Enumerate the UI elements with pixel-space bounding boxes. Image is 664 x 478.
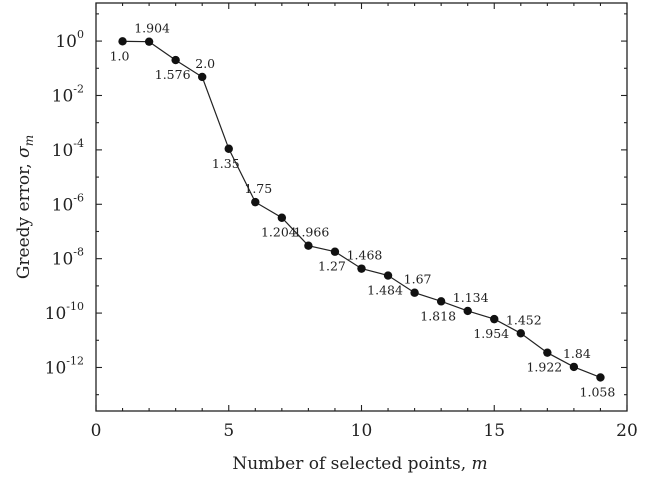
y-tick-exponent: -12	[66, 354, 84, 367]
y-tick-exponent: -10	[66, 300, 84, 313]
data-point	[118, 37, 127, 46]
data-point	[436, 297, 446, 306]
x-axis-title: Number of selected points, m	[232, 454, 487, 474]
data-label: 1.966	[294, 225, 330, 240]
y-tick-base: 10	[45, 358, 67, 378]
data-point	[330, 247, 340, 256]
x-tick-label: 20	[616, 421, 638, 441]
data-point	[516, 329, 525, 338]
y-tick-label: 10-4	[52, 137, 84, 161]
data-point	[383, 271, 393, 280]
data-point	[569, 362, 579, 372]
y-tick-label: 10-12	[45, 354, 84, 378]
data-point	[144, 37, 154, 46]
data-label: 1.468	[347, 248, 383, 263]
data-label: 1.484	[367, 283, 403, 298]
y-tick-base: 10	[45, 304, 67, 324]
y-tick-exponent: -2	[73, 82, 84, 95]
y-tick-base: 10	[52, 250, 74, 270]
y-tick-label: 10-2	[52, 82, 84, 106]
y-axis-title-var: σ	[14, 146, 34, 158]
data-labels: 1.01.9041.5762.01.351.751.2041.9661.271.…	[110, 21, 616, 400]
data-point	[357, 264, 366, 273]
x-tick-label: 5	[223, 421, 234, 441]
y-axis-title-sub: m	[22, 135, 36, 146]
y-tick-exponent: 0	[77, 28, 84, 41]
data-label: 1.576	[155, 67, 191, 82]
y-tick-exponent: -8	[73, 246, 84, 259]
data-point	[171, 55, 180, 65]
data-label: 1.204	[261, 225, 297, 240]
data-point	[543, 348, 552, 357]
data-points	[118, 37, 605, 382]
y-tick-base: 10	[52, 195, 74, 215]
x-tick-label: 0	[91, 421, 102, 441]
data-label: 1.058	[580, 384, 616, 399]
data-point	[277, 213, 287, 222]
y-tick-label: 10-6	[52, 191, 84, 215]
data-label: 1.84	[563, 346, 591, 361]
y-tick-label: 10-10	[45, 300, 84, 324]
data-label: 1.452	[506, 312, 542, 327]
data-label: 1.67	[404, 272, 432, 287]
data-point	[251, 197, 260, 207]
y-tick-label: 100	[55, 28, 84, 52]
data-label: 2.0	[195, 56, 215, 71]
data-label: 1.904	[134, 21, 170, 36]
y-tick-base: 10	[52, 141, 74, 161]
data-point	[224, 144, 233, 153]
data-label: 1.922	[526, 360, 562, 375]
data-label: 1.35	[212, 156, 240, 171]
x-axis-ticks: 0 5 10 15 20	[91, 3, 638, 441]
data-label: 1.0	[110, 48, 130, 63]
x-axis-title-text: Number of selected points,	[232, 454, 466, 474]
data-point	[596, 373, 605, 382]
y-tick-exponent: -6	[73, 191, 84, 204]
data-label: 1.134	[453, 290, 489, 305]
data-label: 1.954	[473, 326, 509, 341]
data-point	[410, 288, 419, 297]
data-label: 1.27	[318, 259, 346, 274]
data-label: 1.75	[244, 181, 272, 196]
data-point	[463, 306, 472, 316]
data-point	[198, 72, 207, 82]
y-tick-label: 10-8	[52, 246, 84, 270]
data-point	[490, 314, 499, 324]
data-label: 1.818	[420, 308, 456, 323]
data-point	[304, 241, 313, 250]
y-axis-title-text: Greedy error,	[14, 163, 34, 279]
x-axis-title-var: m	[472, 454, 488, 474]
x-tick-label: 10	[351, 421, 373, 441]
x-tick-label: 15	[483, 421, 505, 441]
y-axis-title: Greedy error, σm	[14, 135, 36, 279]
y-tick-exponent: -4	[73, 137, 84, 150]
y-tick-base: 10	[52, 86, 74, 106]
y-tick-base: 10	[55, 32, 77, 52]
